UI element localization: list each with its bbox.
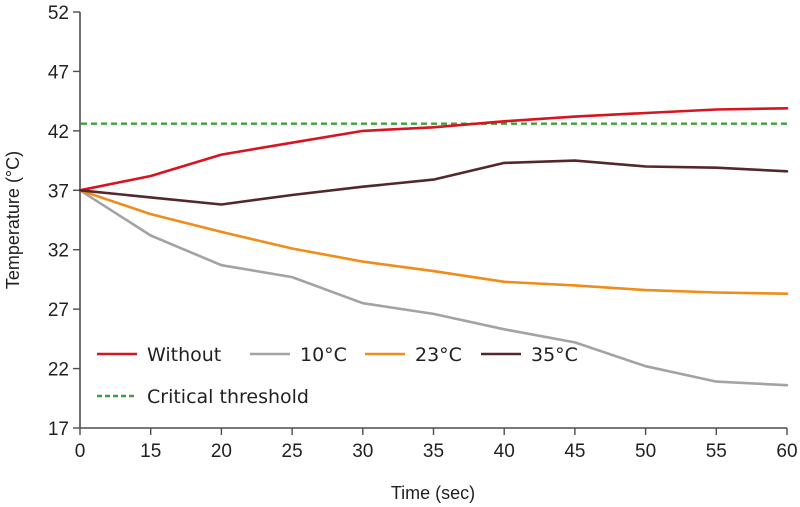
- series-line-23-c: [78, 189, 789, 296]
- legend-label: 35°C: [531, 344, 578, 366]
- x-tick-label: 35: [423, 441, 444, 462]
- x-axis-title: Time (sec): [391, 483, 475, 503]
- legend-item-23-c: 23°C: [365, 344, 462, 366]
- legend-label: 10°C: [300, 344, 347, 366]
- series-line-without: [78, 107, 789, 192]
- x-tick-label: 15: [140, 441, 161, 462]
- x-tick-label: 30: [352, 441, 373, 462]
- series-line-35-c: [78, 159, 789, 206]
- axes: 17 22 27 32 37 42 47 52 0 15 20 25 30 35 40 45 50 55 60: [48, 3, 798, 462]
- y-tick-label: 37: [48, 181, 69, 202]
- y-tick-label: 32: [48, 241, 69, 262]
- y-tick-label: 52: [48, 3, 69, 24]
- y-tick-label: 27: [48, 300, 69, 321]
- x-tick-label: 50: [635, 441, 656, 462]
- legend: Without 10°C 23°C 35°C Critical threshold: [97, 344, 578, 408]
- series-lines: [78, 107, 789, 387]
- y-tick-label: 47: [48, 62, 69, 83]
- legend-label: Without: [147, 344, 221, 366]
- x-tick-label: 60: [776, 441, 797, 462]
- x-tick-label: 25: [282, 441, 303, 462]
- legend-item-35-c: 35°C: [481, 344, 578, 366]
- y-tick-label: 22: [48, 360, 69, 381]
- legend-item-critical-threshold: Critical threshold: [97, 386, 309, 408]
- x-tick-label: 20: [211, 441, 232, 462]
- legend-label: 23°C: [415, 344, 462, 366]
- legend-item-10-c: 10°C: [250, 344, 347, 366]
- x-tick-label: 40: [494, 441, 515, 462]
- x-tick-label: 0: [75, 441, 86, 462]
- legend-label: Critical threshold: [147, 386, 309, 408]
- x-tick-label: 45: [564, 441, 585, 462]
- y-axis-title: Temperature (°C): [3, 151, 23, 289]
- x-tick-label: 55: [706, 441, 727, 462]
- y-tick-label: 42: [48, 122, 69, 143]
- y-tick-label: 17: [48, 419, 69, 440]
- legend-item-without: Without: [97, 344, 221, 366]
